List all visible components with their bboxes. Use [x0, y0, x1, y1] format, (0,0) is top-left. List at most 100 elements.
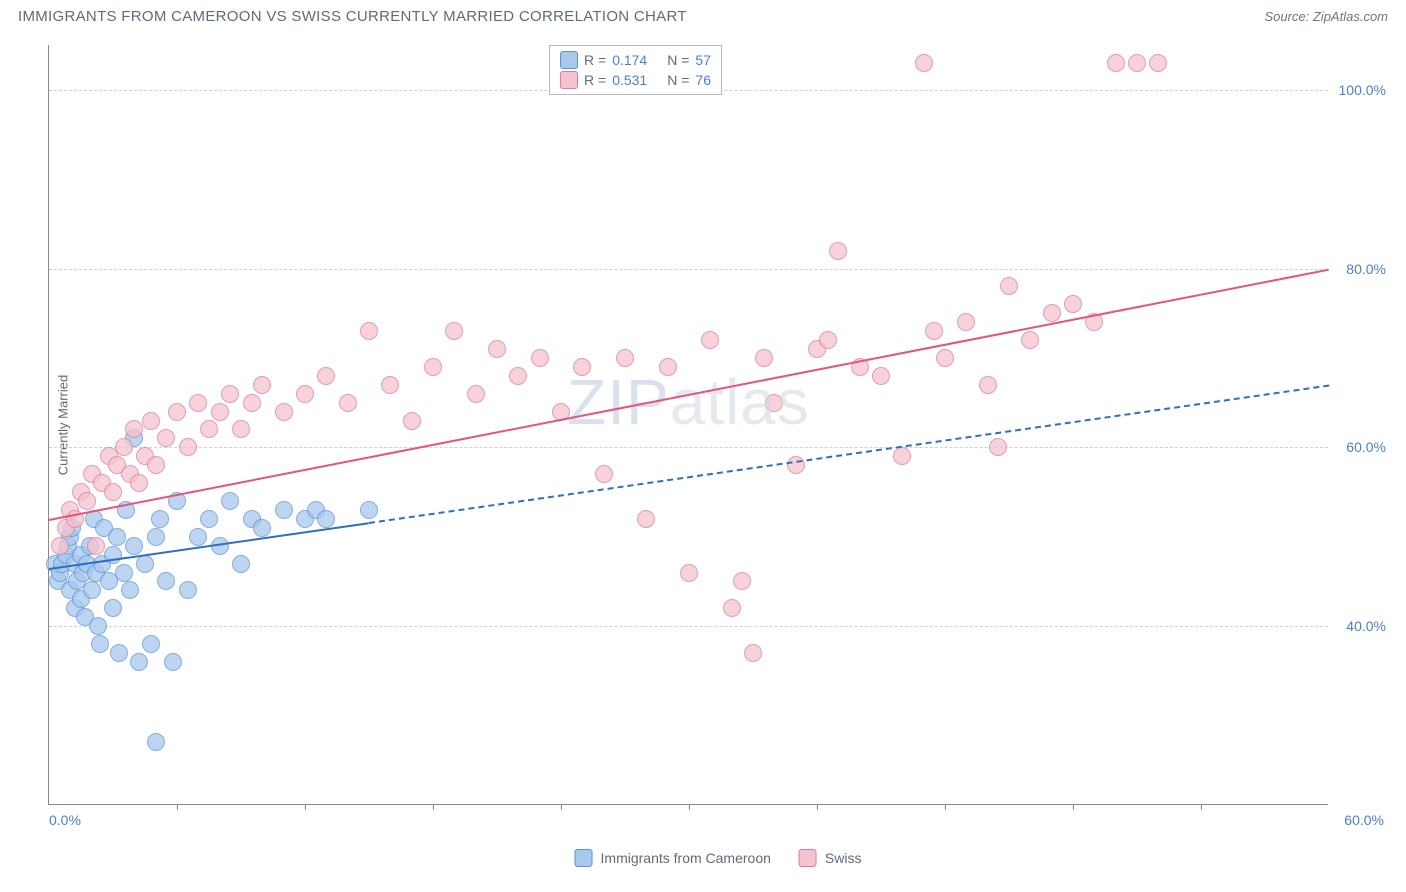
data-point: [616, 349, 634, 367]
x-tick: [177, 804, 178, 810]
data-point: [275, 403, 293, 421]
data-point: [925, 322, 943, 340]
data-point: [403, 412, 421, 430]
x-tick: [305, 804, 306, 810]
data-point: [125, 420, 143, 438]
data-point: [221, 492, 239, 510]
chart-container: Currently Married ZIPatlas R =0.174N =57…: [48, 45, 1388, 835]
x-tick: [689, 804, 690, 810]
data-point: [121, 581, 139, 599]
data-point: [157, 572, 175, 590]
legend-swatch: [560, 71, 578, 89]
data-point: [243, 394, 261, 412]
data-point: [179, 581, 197, 599]
r-label: R =: [584, 52, 606, 68]
data-point: [110, 644, 128, 662]
gridline: [49, 269, 1328, 270]
x-tick: [817, 804, 818, 810]
x-tick: [1073, 804, 1074, 810]
data-point: [733, 572, 751, 590]
data-point: [381, 376, 399, 394]
legend-swatch: [575, 849, 593, 867]
y-tick-label: 80.0%: [1346, 261, 1386, 277]
data-point: [200, 420, 218, 438]
data-point: [87, 537, 105, 555]
n-label: N =: [667, 52, 689, 68]
data-point: [531, 349, 549, 367]
data-point: [130, 653, 148, 671]
legend-swatch: [799, 849, 817, 867]
data-point: [979, 376, 997, 394]
source-attribution: Source: ZipAtlas.com: [1264, 9, 1388, 24]
data-point: [573, 358, 591, 376]
data-point: [957, 313, 975, 331]
x-tick-label: 60.0%: [1344, 812, 1384, 828]
data-point: [360, 501, 378, 519]
data-point: [296, 385, 314, 403]
data-point: [872, 367, 890, 385]
data-point: [595, 465, 613, 483]
legend-series-label: Swiss: [825, 850, 862, 866]
data-point: [755, 349, 773, 367]
legend-correlation-row: R =0.531N =76: [560, 70, 711, 90]
data-point: [637, 510, 655, 528]
legend-correlation-box: R =0.174N =57R =0.531N =76: [549, 45, 722, 95]
data-point: [151, 510, 169, 528]
data-point: [189, 528, 207, 546]
data-point: [317, 367, 335, 385]
data-point: [164, 653, 182, 671]
x-tick-label: 0.0%: [49, 812, 81, 828]
data-point: [232, 420, 250, 438]
data-point: [275, 501, 293, 519]
data-point: [83, 581, 101, 599]
data-point: [339, 394, 357, 412]
data-point: [701, 331, 719, 349]
data-point: [108, 528, 126, 546]
y-axis-label: Currently Married: [56, 374, 71, 474]
data-point: [424, 358, 442, 376]
data-point: [104, 599, 122, 617]
data-point: [829, 242, 847, 260]
data-point: [915, 54, 933, 72]
data-point: [360, 322, 378, 340]
data-point: [115, 438, 133, 456]
data-point: [200, 510, 218, 528]
data-point: [232, 555, 250, 573]
data-point: [136, 555, 154, 573]
data-point: [659, 358, 677, 376]
data-point: [51, 537, 69, 555]
data-point: [1128, 54, 1146, 72]
data-point: [467, 385, 485, 403]
gridline: [49, 626, 1328, 627]
data-point: [253, 519, 271, 537]
data-point: [147, 733, 165, 751]
data-point: [253, 376, 271, 394]
data-point: [989, 438, 1007, 456]
y-tick-label: 40.0%: [1346, 618, 1386, 634]
n-label: N =: [667, 72, 689, 88]
data-point: [744, 644, 762, 662]
data-point: [893, 447, 911, 465]
data-point: [1149, 54, 1167, 72]
data-point: [936, 349, 954, 367]
data-point: [142, 412, 160, 430]
legend-series: Immigrants from Cameroon Swiss: [575, 849, 862, 867]
y-tick-label: 100.0%: [1339, 82, 1386, 98]
data-point: [211, 403, 229, 421]
legend-correlation-row: R =0.174N =57: [560, 50, 711, 70]
x-tick: [433, 804, 434, 810]
plot-area: Currently Married ZIPatlas R =0.174N =57…: [48, 45, 1328, 805]
gridline: [49, 447, 1328, 448]
data-point: [78, 492, 96, 510]
r-label: R =: [584, 72, 606, 88]
data-point: [142, 635, 160, 653]
data-point: [445, 322, 463, 340]
legend-series-label: Immigrants from Cameroon: [601, 850, 771, 866]
x-tick: [1201, 804, 1202, 810]
data-point: [1000, 277, 1018, 295]
regression-line: [49, 269, 1329, 521]
data-point: [125, 537, 143, 555]
x-tick: [561, 804, 562, 810]
regression-line: [369, 385, 1329, 524]
data-point: [509, 367, 527, 385]
